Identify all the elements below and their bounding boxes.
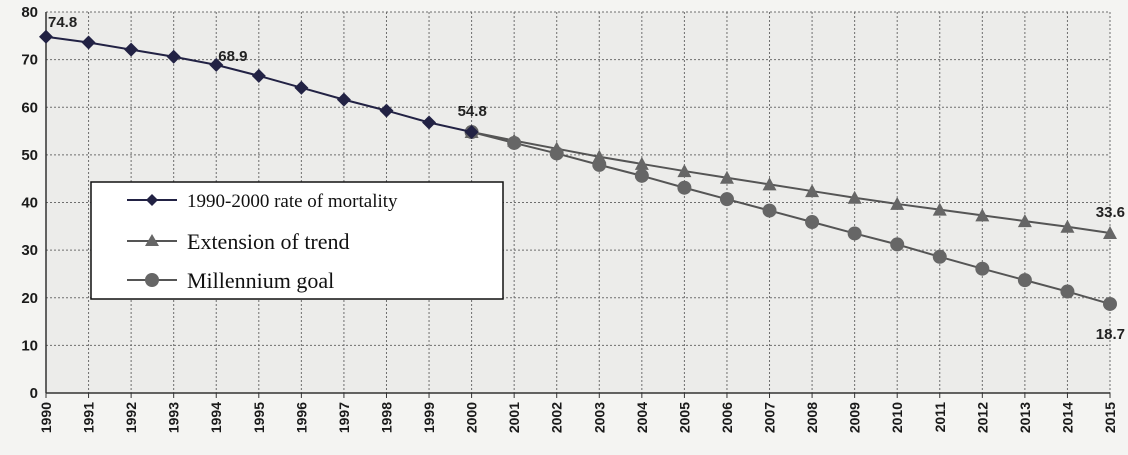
x-tick-label: 1996	[293, 402, 309, 433]
data-label: 74.8	[48, 14, 77, 31]
data-point-circle	[1103, 296, 1117, 311]
legend-label-mortality: 1990-2000 rate of mortality	[187, 191, 398, 212]
y-tick-label: 60	[21, 99, 38, 116]
data-point-circle	[805, 215, 820, 230]
data-label: 18.7	[1096, 326, 1125, 343]
data-point-triangle	[677, 164, 692, 178]
y-tick-label: 10	[21, 337, 38, 354]
y-tick-label: 0	[30, 385, 38, 402]
legend-marker-triangle	[145, 234, 159, 246]
x-tick-label: 2006	[719, 402, 735, 433]
data-point-triangle	[890, 196, 905, 210]
data-point-diamond	[294, 80, 309, 95]
series-layer	[39, 29, 1117, 311]
x-tick-label: 2002	[549, 402, 565, 433]
x-tick-label: 1994	[208, 402, 224, 433]
series-line-circle	[471, 131, 1111, 305]
x-tick-label: 2004	[634, 402, 650, 433]
data-point-triangle	[719, 170, 734, 184]
data-label: 54.8	[458, 103, 487, 120]
data-point-triangle	[762, 177, 777, 191]
data-point-triangle	[932, 202, 947, 216]
legend-marker-diamond	[146, 194, 158, 206]
data-point-circle	[507, 135, 522, 150]
x-tick-label: 2012	[974, 402, 990, 433]
x-tick-label: 1998	[378, 402, 394, 433]
data-point-diamond	[39, 29, 53, 44]
y-tick-label: 30	[21, 242, 38, 259]
data-point-circle	[847, 226, 862, 241]
data-point-triangle	[1017, 214, 1032, 228]
x-tick-label: 2008	[804, 402, 820, 433]
y-tick-label: 80	[21, 4, 38, 21]
x-tick-label: 2014	[1059, 402, 1075, 433]
data-label: 68.9	[218, 48, 247, 65]
legend-entry-goal: Millennium goal	[127, 268, 334, 293]
data-label: 33.6	[1096, 204, 1125, 221]
y-tick-label: 50	[21, 147, 38, 164]
x-tick-label: 2000	[464, 402, 480, 433]
legend-label-trend: Extension of trend	[187, 229, 350, 254]
data-point-diamond	[251, 68, 266, 83]
data-point-diamond	[422, 115, 437, 130]
series-line-triangle	[471, 131, 1111, 234]
data-point-diamond	[124, 42, 139, 57]
data-point-circle	[1060, 284, 1075, 299]
data-point-circle	[890, 237, 905, 252]
data-point-diamond	[336, 92, 351, 107]
data-point-diamond	[464, 125, 479, 140]
data-point-circle	[677, 180, 692, 195]
x-tick-label: 1991	[81, 402, 97, 433]
x-tick-label: 1992	[123, 402, 139, 433]
data-point-triangle	[1103, 225, 1117, 239]
y-tick-label: 20	[21, 290, 38, 307]
x-tick-label: 2013	[1017, 402, 1033, 433]
data-point-triangle	[1060, 219, 1075, 233]
x-tick-label: 2005	[676, 402, 692, 433]
x-tick-label: 1997	[336, 402, 352, 433]
data-point-triangle	[975, 208, 990, 222]
x-tick-label: 1995	[251, 402, 267, 433]
data-point-circle	[932, 249, 947, 264]
data-point-circle	[762, 203, 777, 218]
legend-marker-circle	[145, 273, 159, 287]
x-tick-label: 2003	[591, 402, 607, 433]
data-point-circle	[719, 192, 734, 207]
data-point-triangle	[634, 156, 649, 170]
x-tick-label: 1999	[421, 402, 437, 433]
legend-entry-mortality: 1990-2000 rate of mortality	[127, 191, 398, 212]
x-tick-label: 1993	[166, 402, 182, 433]
data-point-triangle	[847, 190, 862, 204]
data-point-diamond	[379, 103, 394, 118]
data-labels: 74.8 68.9 54.8 33.6 18.7	[48, 14, 1125, 343]
x-tick-label: 2015	[1102, 402, 1118, 433]
data-point-circle	[1017, 273, 1032, 288]
data-point-circle	[592, 157, 607, 172]
x-tick-label: 2011	[932, 402, 948, 433]
x-tick-label: 2010	[889, 402, 905, 433]
data-point-circle	[549, 146, 564, 161]
legend-entry-trend: Extension of trend	[127, 229, 350, 254]
x-tick-label: 2001	[506, 402, 522, 433]
legend-goal-clip: Millennium goal	[187, 268, 334, 293]
data-point-diamond	[166, 49, 181, 64]
data-point-triangle	[805, 184, 820, 198]
x-tick-label: 2007	[762, 402, 778, 433]
legend-label-goal: Millennium goal	[187, 268, 334, 293]
legend: 1990-2000 rate of mortality Extension of…	[90, 181, 504, 300]
data-point-circle	[975, 261, 990, 276]
x-tick-label: 1990	[38, 402, 54, 433]
data-point-diamond	[209, 57, 224, 72]
data-point-circle	[634, 168, 649, 183]
data-point-diamond	[81, 35, 96, 50]
x-tick-label: 2009	[847, 402, 863, 433]
y-tick-label: 40	[21, 195, 38, 212]
y-tick-label: 70	[21, 52, 38, 69]
axes: 0 10 20 30 40 50 60 70 80 1990 1991 1992 1993 1994 199…	[21, 4, 1118, 433]
